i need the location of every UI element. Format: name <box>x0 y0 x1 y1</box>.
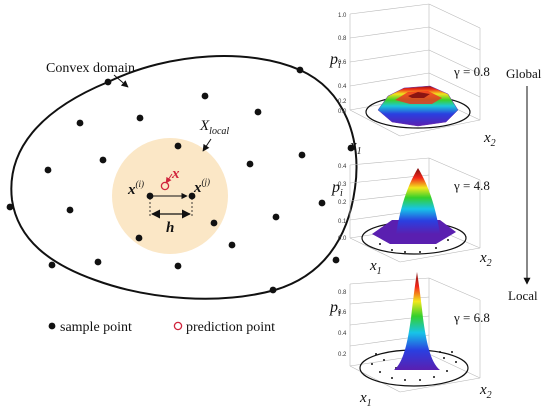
svg-text:0.4: 0.4 <box>338 84 347 90</box>
plot-gamma-6-8: pi x1 x2 γ = 6.8 0.8 0.6 0.4 0.2 <box>329 272 492 408</box>
sample-points <box>6 66 355 294</box>
locality-scale: Global Local <box>506 66 542 303</box>
convex-domain-diagram: x x(i) x(j) h Convex domain Xlocal <box>6 55 358 300</box>
svg-text:0.8: 0.8 <box>338 36 347 42</box>
legend-prediction-marker <box>173 321 183 331</box>
x-label: x <box>171 166 180 182</box>
p-axis-label: pi <box>329 51 341 71</box>
svg-text:0.3: 0.3 <box>338 182 347 188</box>
kernel-surface <box>394 272 440 370</box>
gamma-label: γ = 6.8 <box>453 310 490 325</box>
svg-text:0.1: 0.1 <box>338 219 347 225</box>
sample-dots <box>379 239 449 253</box>
x1-axis-label: x1 <box>369 258 382 277</box>
xj-label: x(j) <box>193 177 210 196</box>
svg-text:0.2: 0.2 <box>338 99 347 105</box>
plot-gamma-4-8: pi x1 x2 γ = 4.8 0.4 0.3 0.2 0.1 0.0 <box>331 157 492 277</box>
h-label: h <box>166 220 174 236</box>
legend-sample-marker <box>48 322 56 330</box>
svg-text:0.0: 0.0 <box>338 236 347 242</box>
svg-text:0.6: 0.6 <box>338 60 347 66</box>
gamma-label: γ = 4.8 <box>453 178 490 193</box>
svg-text:1.0: 1.0 <box>338 13 347 19</box>
legend-prediction-label: prediction point <box>186 320 275 335</box>
kernel-surface <box>396 168 440 234</box>
prediction-point <box>160 181 170 191</box>
plot-gamma-0-8: pi x1 x2 γ = 0.8 1.0 0.8 0.6 0.4 0.2 0.0 <box>329 3 496 157</box>
legend-sample-label: sample point <box>60 320 132 335</box>
svg-text:0.6: 0.6 <box>338 310 347 316</box>
svg-text:0.0: 0.0 <box>338 109 347 115</box>
z-ticks: 1.0 0.8 0.6 0.4 0.2 0.0 <box>338 13 347 115</box>
plot-box <box>349 3 481 137</box>
x2-axis-label: x2 <box>479 250 492 269</box>
local-region-label: Xlocal <box>199 118 229 137</box>
x1-axis-label: x1 <box>359 390 372 408</box>
z-ticks: 0.4 0.3 0.2 0.1 0.0 <box>338 164 347 242</box>
local-label: Local <box>508 288 538 303</box>
x1-axis-label: x1 <box>349 138 362 157</box>
gamma-label: γ = 0.8 <box>453 64 490 79</box>
domain-label: Convex domain <box>46 61 135 76</box>
local-label-arrow <box>202 138 212 152</box>
x2-axis-label: x2 <box>479 382 492 401</box>
global-label: Global <box>506 66 542 81</box>
svg-text:0.2: 0.2 <box>338 200 347 206</box>
legend: sample point prediction point <box>48 320 275 335</box>
z-ticks: 0.8 0.6 0.4 0.2 <box>338 290 347 358</box>
svg-text:0.2: 0.2 <box>338 352 347 358</box>
domain-label-arrow <box>113 74 129 88</box>
p-axis-label: pi <box>331 179 343 199</box>
xi-label: x(i) <box>127 179 144 198</box>
svg-text:0.8: 0.8 <box>338 290 347 296</box>
x-pointer-arrow <box>165 173 173 184</box>
p-axis-label: pi <box>329 299 341 319</box>
x2-axis-label: x2 <box>483 130 496 149</box>
svg-text:0.4: 0.4 <box>338 331 347 337</box>
svg-text:0.4: 0.4 <box>338 164 347 170</box>
